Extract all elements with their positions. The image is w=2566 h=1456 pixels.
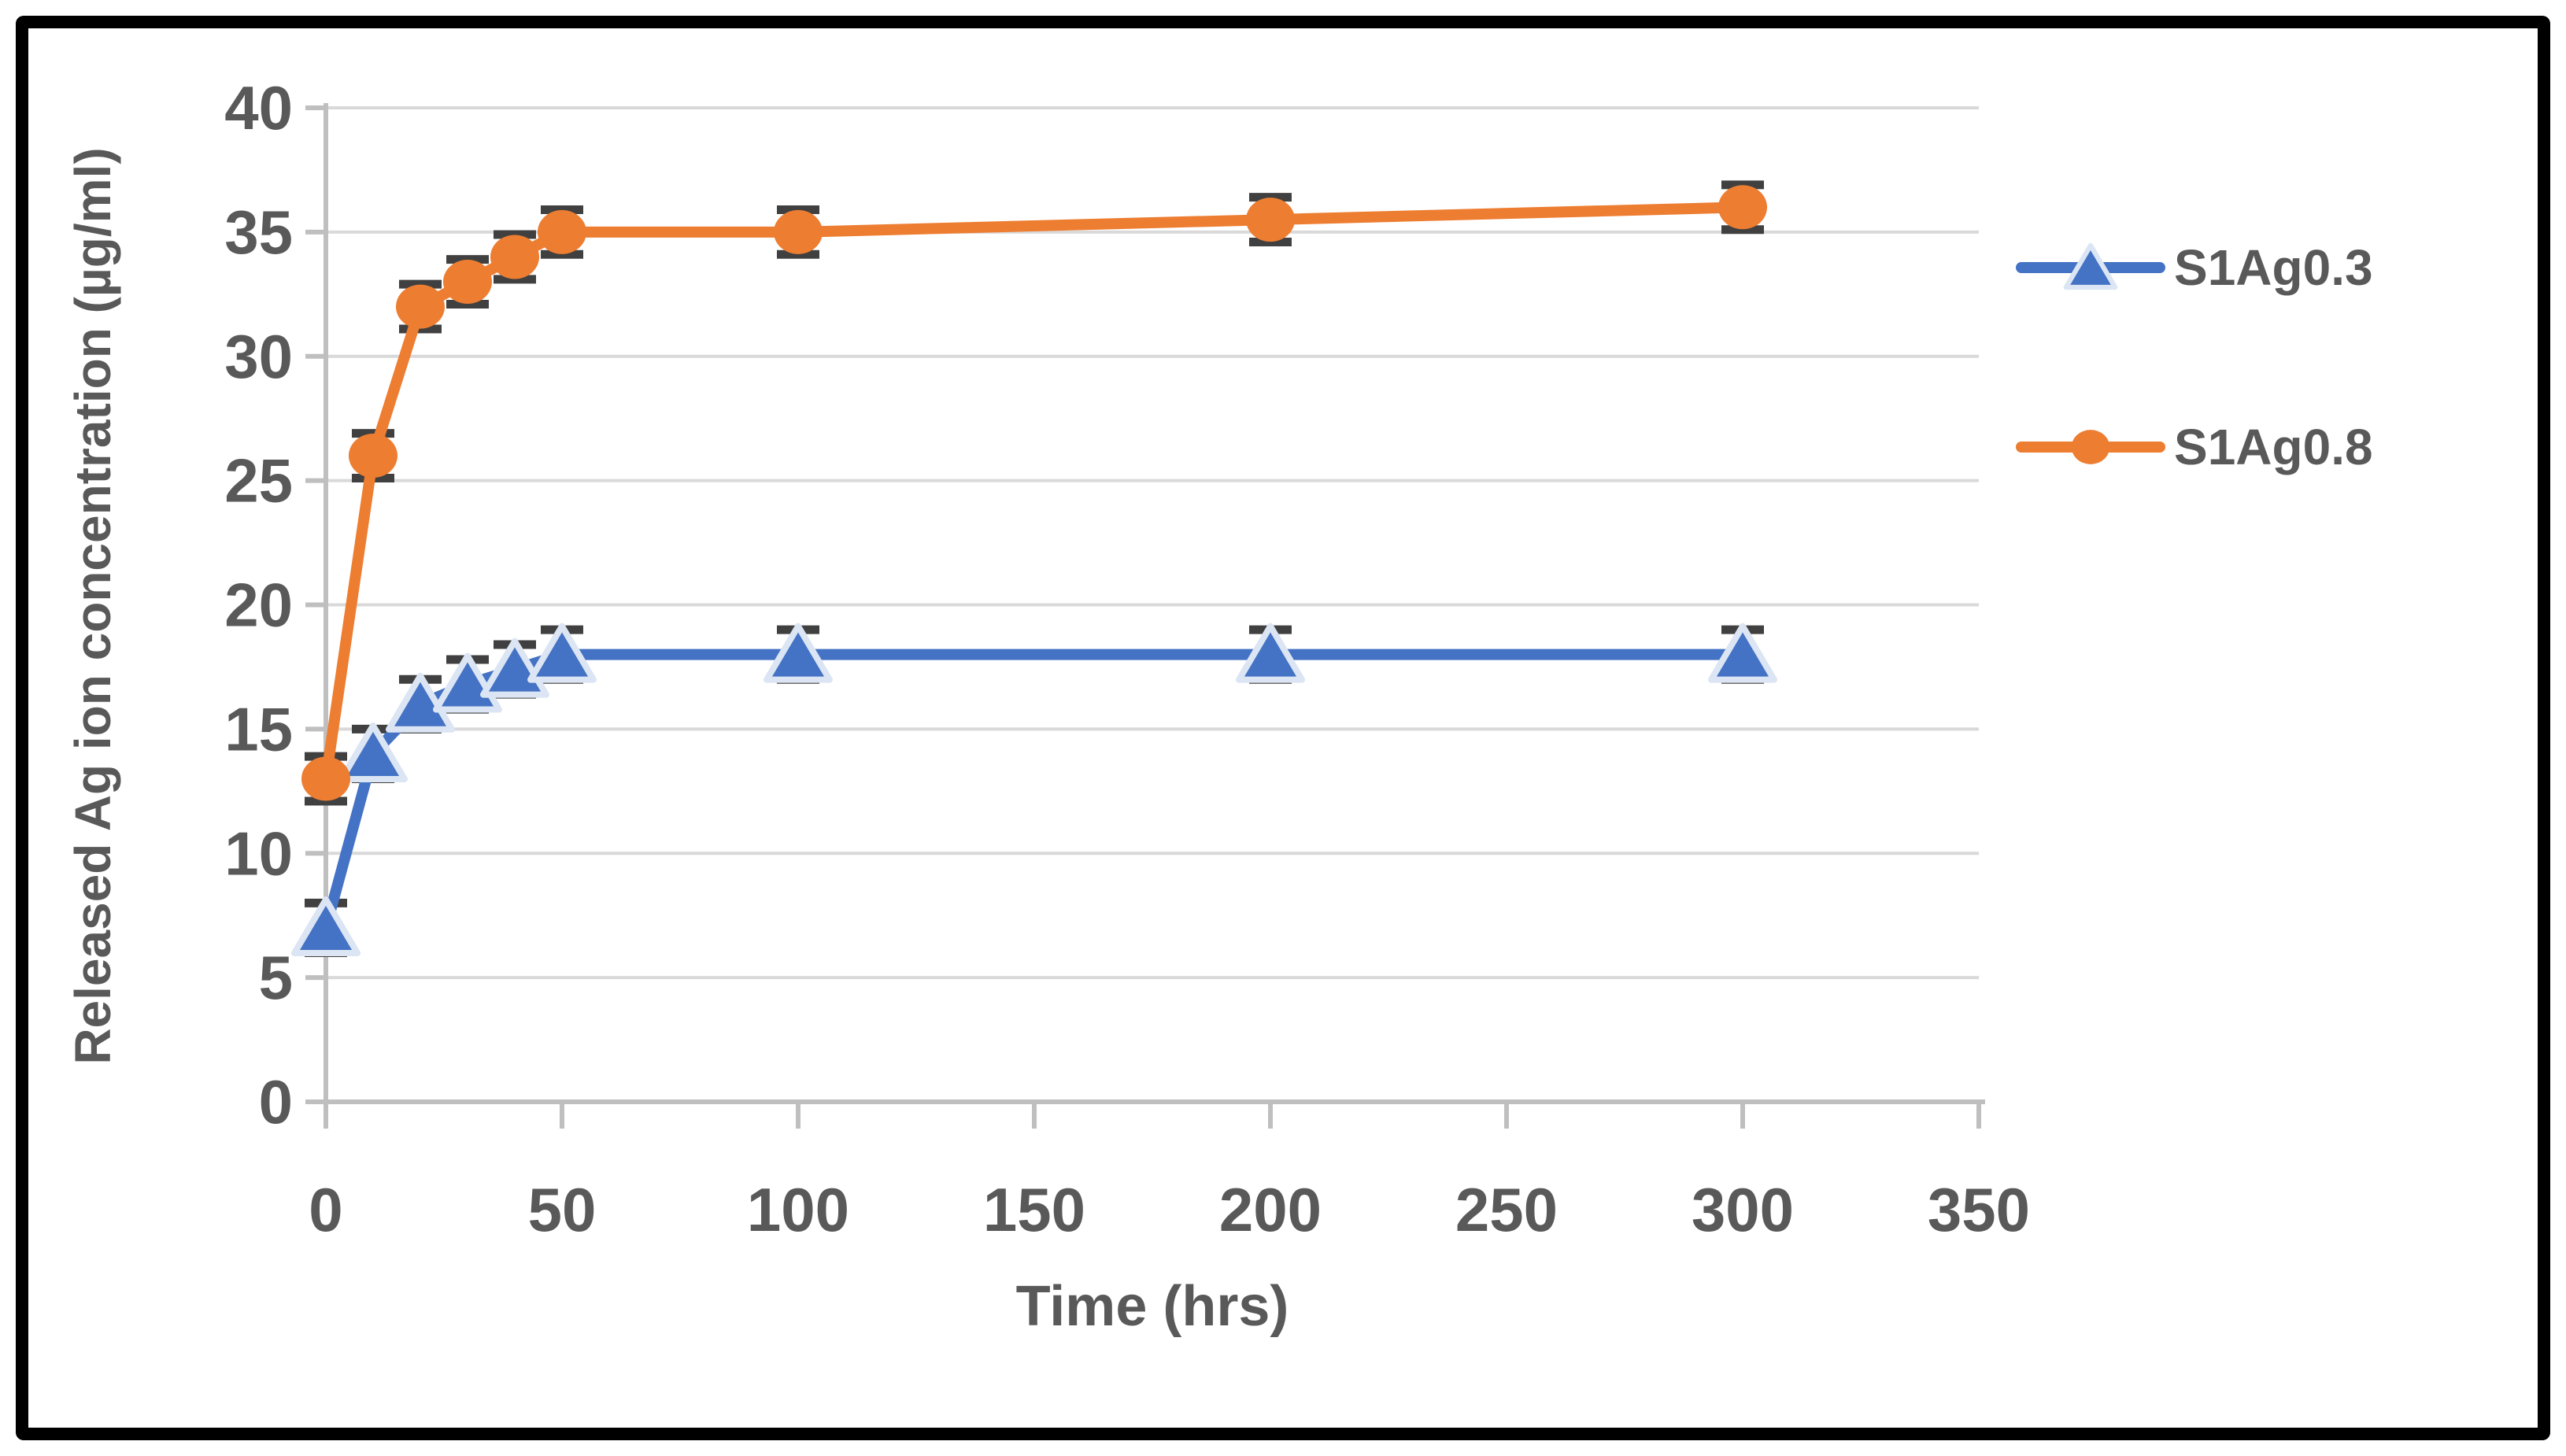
- legend-entry-S1Ag0.3: S1Ag0.3: [2016, 239, 2373, 296]
- series-layer: [291, 180, 1777, 958]
- x-tick-label-250: 250: [1455, 1175, 1558, 1244]
- x-tick-label-150: 150: [983, 1175, 1085, 1244]
- circle-marker-S1Ag0.8-0: [301, 756, 350, 801]
- circle-marker-S1Ag0.8-30: [443, 260, 492, 305]
- circle-marker-S1Ag0.8-20: [396, 284, 445, 329]
- circle-marker-S1Ag0.8-10: [349, 434, 397, 479]
- x-tick-label-300: 300: [1692, 1175, 1794, 1244]
- y-tick-label-0: 0: [259, 1067, 293, 1136]
- legend-entry-S1Ag0.8: S1Ag0.8: [2016, 419, 2373, 475]
- legend-label-S1Ag0.3: S1Ag0.3: [2174, 239, 2373, 296]
- circle-marker-S1Ag0.8-40: [490, 235, 539, 279]
- y-tick-label-5: 5: [259, 943, 293, 1012]
- series-S1Ag0.3: [291, 623, 1777, 958]
- circle-marker-S1Ag0.8-100: [774, 209, 823, 254]
- y-tick-label-25: 25: [224, 446, 293, 516]
- y-tick-label-30: 30: [224, 322, 293, 391]
- y-tick-label-10: 10: [224, 819, 293, 888]
- series-S1Ag0.8: [301, 180, 1767, 806]
- tick-labels-layer: 0 5 10 15 20 25 30 35 40 0 50 100 150 200 250 300 350: [224, 73, 2030, 1244]
- triangle-marker-S1Ag0.3-50: [527, 623, 597, 683]
- circle-marker-legend-S1Ag0.8: [2071, 430, 2110, 464]
- y-tick-label-35: 35: [224, 198, 293, 267]
- triangle-marker-S1Ag0.3-200: [1236, 623, 1305, 683]
- circle-marker-S1Ag0.8-300: [1718, 185, 1767, 230]
- legend-label-S1Ag0.8: S1Ag0.8: [2174, 419, 2373, 475]
- circle-marker-S1Ag0.8-200: [1246, 198, 1295, 242]
- x-tick-label-350: 350: [1928, 1175, 2030, 1244]
- triangle-marker-S1Ag0.3-20: [386, 672, 455, 733]
- x-tick-label-0: 0: [309, 1175, 342, 1244]
- markers-S1Ag0.3: [291, 623, 1777, 956]
- y-tick-label-15: 15: [224, 694, 293, 763]
- triangle-marker-S1Ag0.3-100: [764, 623, 833, 683]
- y-tick-label-20: 20: [224, 571, 293, 640]
- x-tick-label-100: 100: [747, 1175, 849, 1244]
- markers-S1Ag0.8: [301, 185, 1767, 801]
- x-axis-title: Time (hrs): [1016, 1275, 1289, 1338]
- triangle-marker-S1Ag0.3-10: [338, 722, 408, 782]
- triangle-marker-S1Ag0.3-0: [291, 896, 360, 956]
- x-tick-label-50: 50: [528, 1175, 597, 1244]
- triangle-marker-S1Ag0.3-300: [1708, 623, 1777, 683]
- triangle-marker-legend-S1Ag0.3: [2063, 242, 2118, 290]
- y-tick-label-40: 40: [224, 73, 293, 142]
- circle-marker-S1Ag0.8-50: [538, 209, 586, 254]
- x-tick-label-200: 200: [1219, 1175, 1322, 1244]
- y-axis-title: Released Ag ion concentration (µg/ml): [65, 147, 121, 1064]
- legend-layer: S1Ag0.3 S1Ag0.8: [2016, 239, 2373, 475]
